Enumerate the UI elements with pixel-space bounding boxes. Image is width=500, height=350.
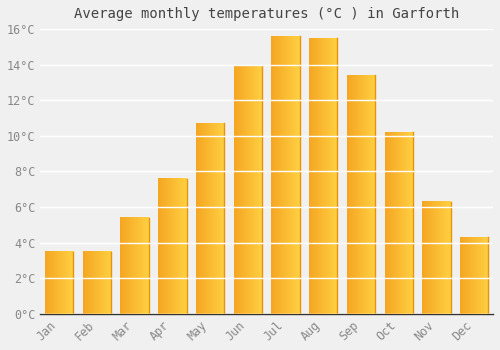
Title: Average monthly temperatures (°C ) in Garforth: Average monthly temperatures (°C ) in Ga… — [74, 7, 460, 21]
